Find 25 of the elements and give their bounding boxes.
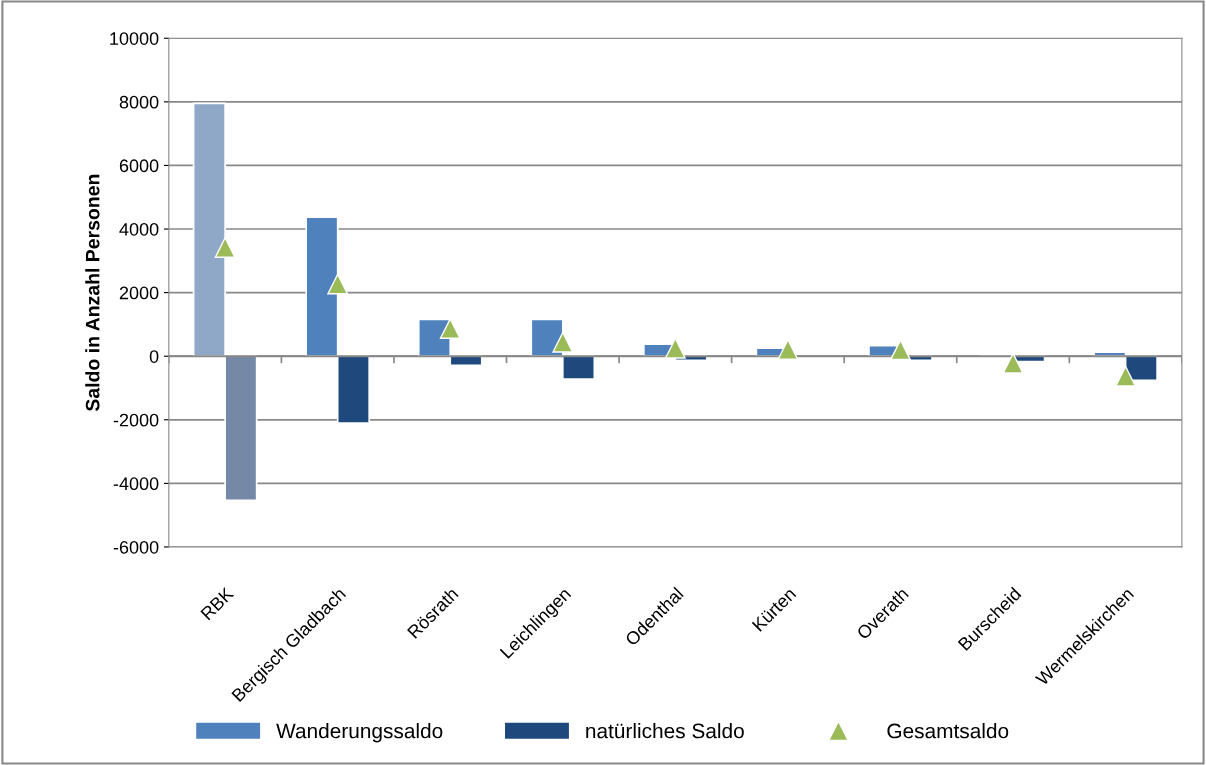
point [890,339,911,361]
y-tick-label: 8000 [119,95,159,109]
point [439,318,461,339]
legend-label: Gesamtsaldo [887,723,1009,739]
legend-label: natürliches Saldo [586,723,744,739]
y-tick-label: 6000 [119,159,159,173]
point [327,273,349,295]
legend-label: Wanderungssaldo [276,723,443,743]
bar [561,355,596,380]
point [1115,365,1137,387]
point [664,337,686,359]
y-tick-label: 0 [149,350,159,363]
y-tick-label: -2000 [113,413,159,427]
point [552,331,574,353]
y-tick-label: 10000 [110,32,159,45]
y-axis-title: Saldo in Anzahl Personen [85,174,100,412]
y-tick-label: -6000 [113,540,159,554]
point [1002,352,1024,374]
bar [336,355,371,424]
point [777,339,799,360]
y-tick-label: 2000 [119,286,159,300]
y-tick-label: -4000 [113,477,159,491]
bar [224,355,258,502]
point [214,237,236,258]
y-tick-label: 4000 [119,222,159,236]
